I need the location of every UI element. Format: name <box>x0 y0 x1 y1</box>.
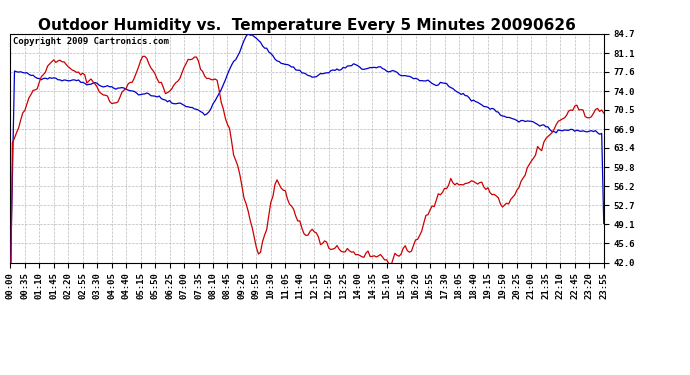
Text: Copyright 2009 Cartronics.com: Copyright 2009 Cartronics.com <box>13 37 169 46</box>
Title: Outdoor Humidity vs.  Temperature Every 5 Minutes 20090626: Outdoor Humidity vs. Temperature Every 5… <box>38 18 576 33</box>
